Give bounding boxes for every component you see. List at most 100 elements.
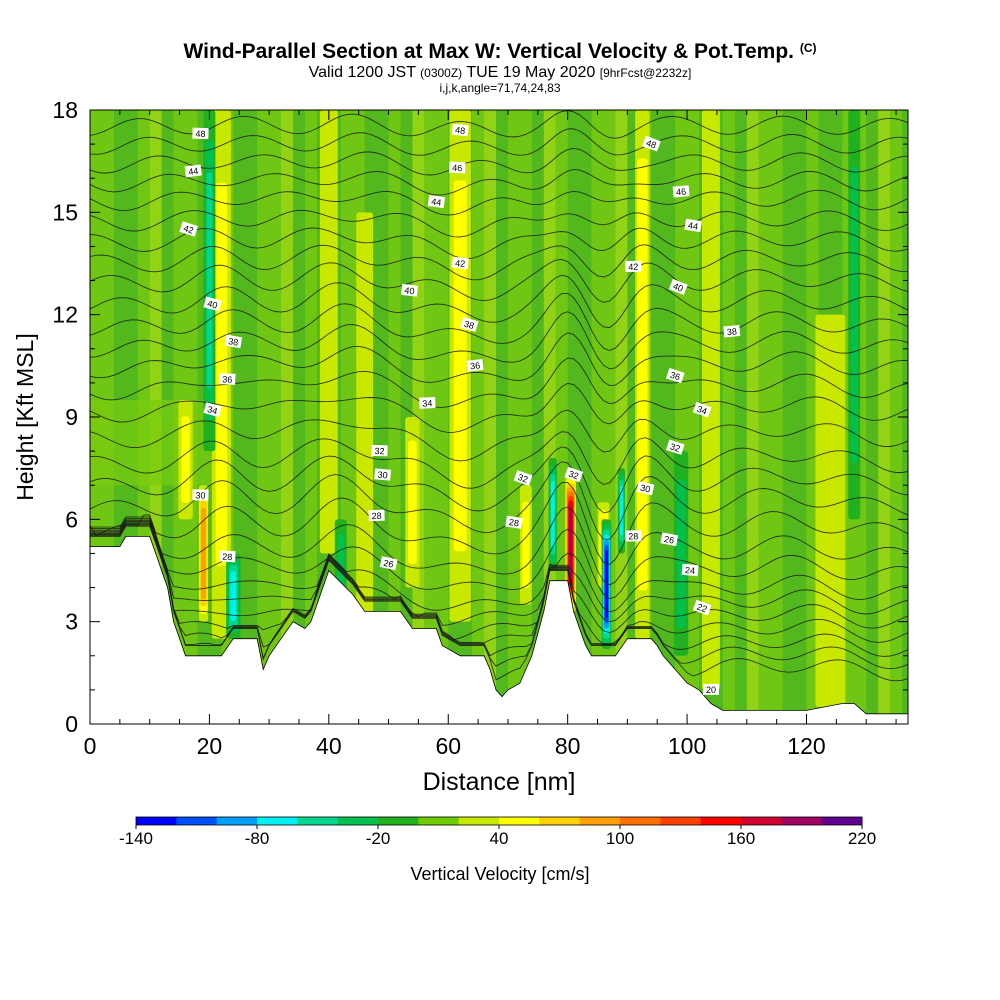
theta-contour — [90, 525, 908, 682]
theta-label-text: 48 — [645, 138, 658, 151]
theta-contour — [90, 382, 908, 433]
theta-label-box — [692, 599, 712, 616]
velocity-band — [890, 110, 903, 724]
theta-label-box — [451, 256, 469, 270]
theta-contour — [90, 481, 908, 566]
theta-label: 42 — [625, 260, 642, 273]
theta-label-text: 30 — [195, 490, 205, 500]
colorbar-swatch — [176, 817, 218, 825]
theta-label: 24 — [681, 563, 699, 577]
y-tick-label: 12 — [52, 302, 78, 328]
downdraft-core — [206, 172, 213, 389]
theta-label-text: 20 — [706, 685, 716, 695]
velocity-band — [519, 110, 532, 724]
copyright-mark: (C) — [799, 41, 817, 55]
theta-contour — [90, 409, 908, 462]
velocity-band — [304, 110, 317, 724]
colorbar: -140 -80 -20 40 100 160 220 — [119, 816, 876, 848]
theta-contour — [90, 209, 908, 238]
theta-label-box — [448, 161, 466, 174]
theta-contour — [90, 128, 908, 156]
theta-label-text: 40 — [672, 281, 685, 294]
theta-contour — [90, 259, 908, 303]
contour-labels: 48 48 48 46 46 44 44 44 42 42 42 40 40 40 38 38 38 36 36 36… — [179, 123, 741, 695]
theta-label-text: 34 — [422, 398, 432, 408]
theta-label-text: 28 — [508, 517, 519, 528]
theta-label-box — [451, 123, 469, 137]
updraft-core — [702, 110, 720, 690]
theta-label-box — [374, 468, 392, 481]
downdraft-core — [850, 166, 858, 464]
theta-label-box — [684, 218, 702, 233]
velocity-band — [388, 110, 401, 724]
downdraft-core — [676, 479, 686, 628]
theta-label-box — [625, 530, 642, 542]
colorbar-swatch — [579, 817, 621, 825]
colorbar-label: Vertical Velocity [cm/s] — [410, 864, 589, 884]
velocity-band — [424, 110, 437, 724]
theta-label: 38 — [224, 334, 243, 349]
valid-zulu: (0300Z) — [420, 66, 463, 80]
theta-label-text: 32 — [374, 446, 384, 456]
theta-label: 36 — [665, 367, 685, 384]
plot-area: 48 48 48 46 46 44 44 44 42 42 42 40 40 40 38 38 38 36 36 36… — [90, 110, 908, 724]
theta-contour — [90, 521, 908, 640]
colorbar-swatch — [821, 817, 863, 825]
theta-label-text: 44 — [687, 220, 698, 231]
theta-label-text: 38 — [463, 319, 475, 331]
theta-label: 32 — [371, 444, 388, 457]
theta-label-box — [184, 164, 202, 178]
theta-contour — [90, 523, 908, 657]
theta-label-box — [672, 185, 690, 198]
colorbar-swatch — [136, 817, 177, 825]
theta-label-box — [219, 550, 236, 563]
theta-label-text: 26 — [663, 534, 675, 546]
y-tick-label: 0 — [65, 711, 78, 737]
theta-contour — [90, 169, 908, 196]
theta-label-text: 26 — [383, 558, 395, 570]
y-tick-label: 9 — [65, 404, 78, 430]
theta-label-box — [460, 316, 479, 332]
valid-time-line: Valid 1200 JST (0300Z) TUE 19 May 2020 [… — [0, 64, 1000, 82]
theta-label-text: 34 — [206, 404, 218, 416]
y-tick-label: 3 — [65, 609, 78, 635]
updraft-core — [181, 416, 190, 503]
velocity-band — [257, 110, 270, 724]
theta-label-text: 22 — [696, 602, 709, 615]
chart-title-line: Wind-Parallel Section at Max W: Vertical… — [0, 36, 1000, 64]
theta-label-text: 40 — [206, 298, 218, 310]
theta-label: 38 — [460, 316, 479, 332]
colorbar-tick-label: -80 — [245, 829, 270, 848]
chart-title: Wind-Parallel Section at Max W: Vertical… — [183, 40, 794, 63]
velocity-band — [484, 110, 497, 724]
colorbar-tick-label: -20 — [366, 829, 391, 848]
theta-label-box — [192, 489, 209, 501]
downdraft-core — [551, 481, 555, 548]
theta-label: 42 — [179, 221, 198, 237]
theta-label: 30 — [636, 480, 655, 496]
theta-contour — [90, 227, 908, 260]
velocity-band — [90, 399, 222, 486]
velocity-band — [412, 110, 425, 724]
theta-label-box — [702, 683, 719, 695]
colorbar-tick-label: -140 — [119, 829, 153, 848]
colorbar-swatch — [297, 817, 339, 825]
theta-label-box — [419, 397, 436, 409]
theta-label-text: 46 — [676, 186, 687, 197]
downdraft-core — [619, 485, 623, 536]
theta-contour — [90, 431, 908, 489]
colorbar-tick-label: 100 — [606, 829, 634, 848]
x-tick-label: 0 — [84, 733, 97, 759]
theta-label-box — [513, 470, 533, 486]
theta-label-box — [466, 358, 484, 372]
theta-label-box — [371, 444, 388, 457]
theta-label-text: 36 — [470, 360, 481, 371]
theta-label: 28 — [625, 530, 642, 542]
theta-label-text: 30 — [377, 470, 388, 481]
theta-label-box — [564, 466, 584, 483]
velocity-band — [507, 110, 520, 724]
theta-label: 46 — [672, 185, 690, 198]
theta-contour — [90, 446, 908, 514]
velocity-band — [806, 110, 819, 724]
downdraft-core — [230, 571, 237, 622]
